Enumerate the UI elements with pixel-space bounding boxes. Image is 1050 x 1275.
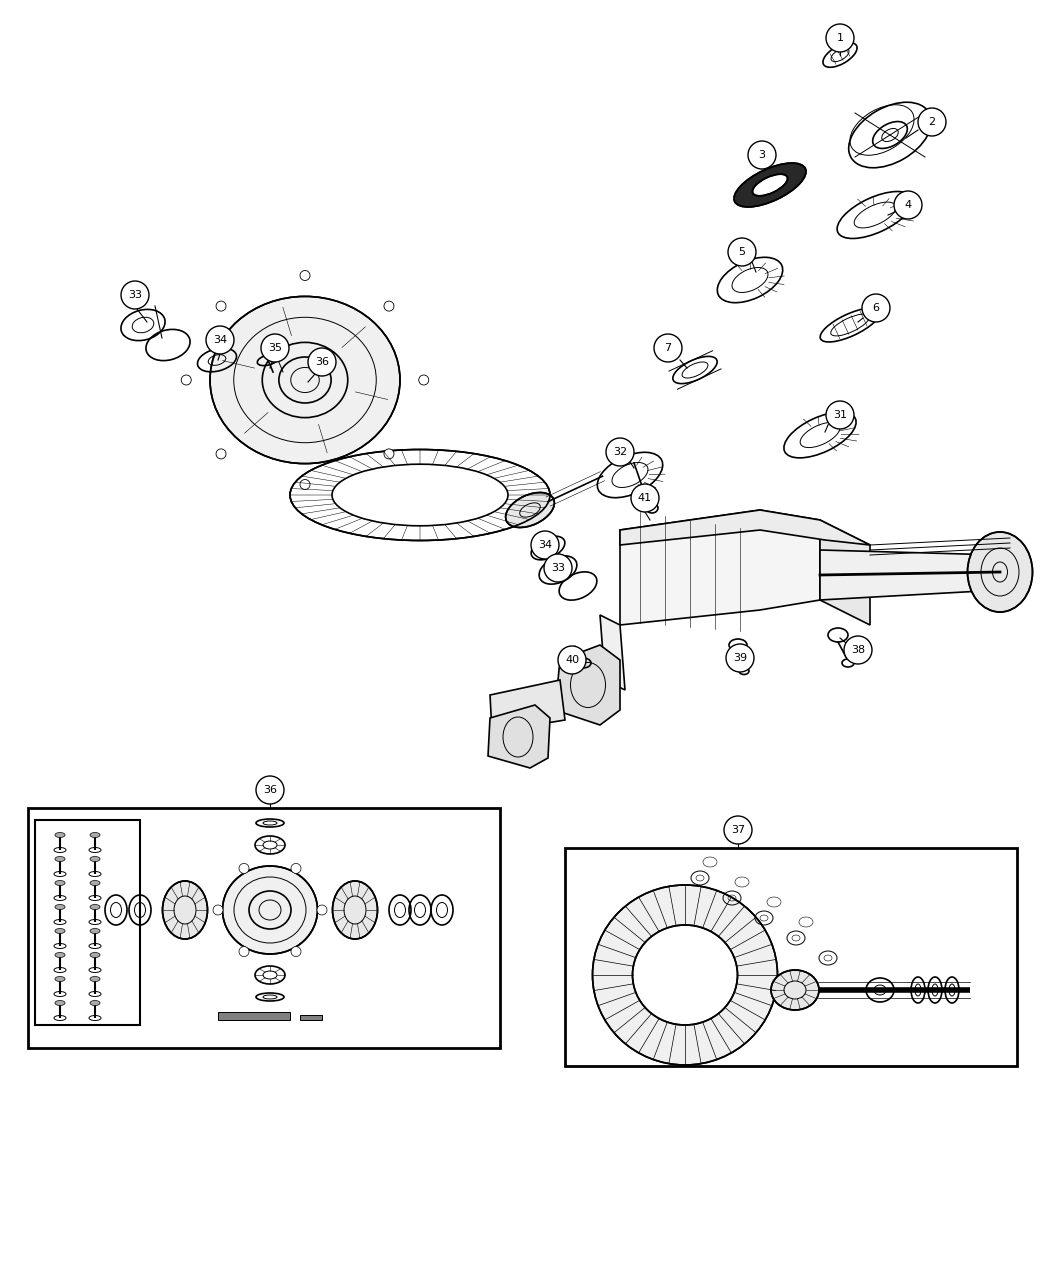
Ellipse shape bbox=[90, 904, 100, 909]
Ellipse shape bbox=[592, 885, 777, 1065]
Ellipse shape bbox=[223, 866, 317, 954]
Circle shape bbox=[300, 270, 310, 280]
Ellipse shape bbox=[90, 952, 100, 958]
Circle shape bbox=[844, 636, 872, 664]
Ellipse shape bbox=[90, 833, 100, 838]
Text: 40: 40 bbox=[565, 655, 579, 666]
Ellipse shape bbox=[967, 532, 1032, 612]
Circle shape bbox=[728, 238, 756, 266]
Circle shape bbox=[631, 484, 659, 513]
Ellipse shape bbox=[55, 977, 65, 982]
Polygon shape bbox=[820, 520, 870, 625]
Bar bbox=[300, 1015, 322, 1020]
Text: 34: 34 bbox=[213, 335, 227, 346]
Ellipse shape bbox=[90, 1001, 100, 1006]
Ellipse shape bbox=[55, 833, 65, 838]
Circle shape bbox=[384, 301, 394, 311]
Circle shape bbox=[544, 555, 572, 581]
Text: 35: 35 bbox=[268, 343, 282, 353]
Circle shape bbox=[826, 24, 854, 52]
Ellipse shape bbox=[90, 881, 100, 886]
Circle shape bbox=[558, 646, 586, 674]
Circle shape bbox=[300, 479, 310, 490]
Text: 32: 32 bbox=[613, 448, 627, 456]
Circle shape bbox=[239, 863, 249, 873]
Circle shape bbox=[384, 449, 394, 459]
Ellipse shape bbox=[55, 857, 65, 862]
Text: 4: 4 bbox=[904, 200, 911, 210]
Ellipse shape bbox=[210, 296, 400, 464]
Text: 36: 36 bbox=[315, 357, 329, 367]
Circle shape bbox=[862, 295, 890, 323]
Polygon shape bbox=[490, 680, 565, 732]
Ellipse shape bbox=[55, 904, 65, 909]
Ellipse shape bbox=[771, 970, 819, 1010]
Circle shape bbox=[256, 776, 284, 805]
Circle shape bbox=[239, 946, 249, 956]
Text: 31: 31 bbox=[833, 411, 847, 419]
Bar bbox=[565, 848, 1017, 1066]
Circle shape bbox=[213, 905, 223, 915]
Circle shape bbox=[724, 816, 752, 844]
Text: 33: 33 bbox=[128, 289, 142, 300]
Circle shape bbox=[317, 905, 327, 915]
Polygon shape bbox=[555, 645, 620, 725]
Circle shape bbox=[726, 644, 754, 672]
Circle shape bbox=[606, 439, 634, 465]
Circle shape bbox=[826, 402, 854, 428]
Polygon shape bbox=[488, 705, 550, 768]
Bar bbox=[28, 808, 500, 1048]
Circle shape bbox=[531, 530, 559, 558]
Text: 41: 41 bbox=[638, 493, 652, 504]
Text: 36: 36 bbox=[262, 785, 277, 796]
Circle shape bbox=[216, 301, 226, 311]
Ellipse shape bbox=[55, 952, 65, 958]
Text: 7: 7 bbox=[665, 343, 672, 353]
Text: 33: 33 bbox=[551, 564, 565, 572]
Text: 39: 39 bbox=[733, 653, 747, 663]
Circle shape bbox=[291, 863, 301, 873]
Circle shape bbox=[291, 946, 301, 956]
Circle shape bbox=[206, 326, 234, 354]
Polygon shape bbox=[600, 615, 625, 690]
Text: 37: 37 bbox=[731, 825, 746, 835]
Ellipse shape bbox=[90, 977, 100, 982]
Circle shape bbox=[748, 142, 776, 170]
Ellipse shape bbox=[632, 924, 737, 1025]
Ellipse shape bbox=[55, 928, 65, 933]
Ellipse shape bbox=[163, 881, 208, 938]
Polygon shape bbox=[820, 550, 1000, 601]
Circle shape bbox=[261, 334, 289, 362]
Circle shape bbox=[308, 348, 336, 376]
Ellipse shape bbox=[333, 881, 378, 938]
Text: 34: 34 bbox=[538, 541, 552, 550]
Ellipse shape bbox=[55, 1001, 65, 1006]
Circle shape bbox=[121, 280, 149, 309]
Text: 38: 38 bbox=[850, 645, 865, 655]
Circle shape bbox=[216, 449, 226, 459]
Polygon shape bbox=[620, 510, 820, 625]
Ellipse shape bbox=[90, 857, 100, 862]
Circle shape bbox=[419, 375, 428, 385]
Text: 6: 6 bbox=[873, 303, 880, 312]
Text: 3: 3 bbox=[758, 150, 765, 159]
Ellipse shape bbox=[753, 175, 788, 196]
Circle shape bbox=[894, 191, 922, 219]
Ellipse shape bbox=[290, 450, 550, 541]
Bar bbox=[35, 820, 140, 1025]
Ellipse shape bbox=[90, 928, 100, 933]
Text: 2: 2 bbox=[928, 117, 936, 128]
Circle shape bbox=[182, 375, 191, 385]
Text: 1: 1 bbox=[837, 33, 843, 43]
Ellipse shape bbox=[734, 163, 806, 207]
Polygon shape bbox=[620, 510, 870, 544]
Bar bbox=[218, 1012, 290, 1020]
Circle shape bbox=[918, 108, 946, 136]
Circle shape bbox=[654, 334, 682, 362]
Ellipse shape bbox=[506, 492, 554, 528]
Ellipse shape bbox=[55, 881, 65, 886]
Text: 5: 5 bbox=[738, 247, 746, 258]
